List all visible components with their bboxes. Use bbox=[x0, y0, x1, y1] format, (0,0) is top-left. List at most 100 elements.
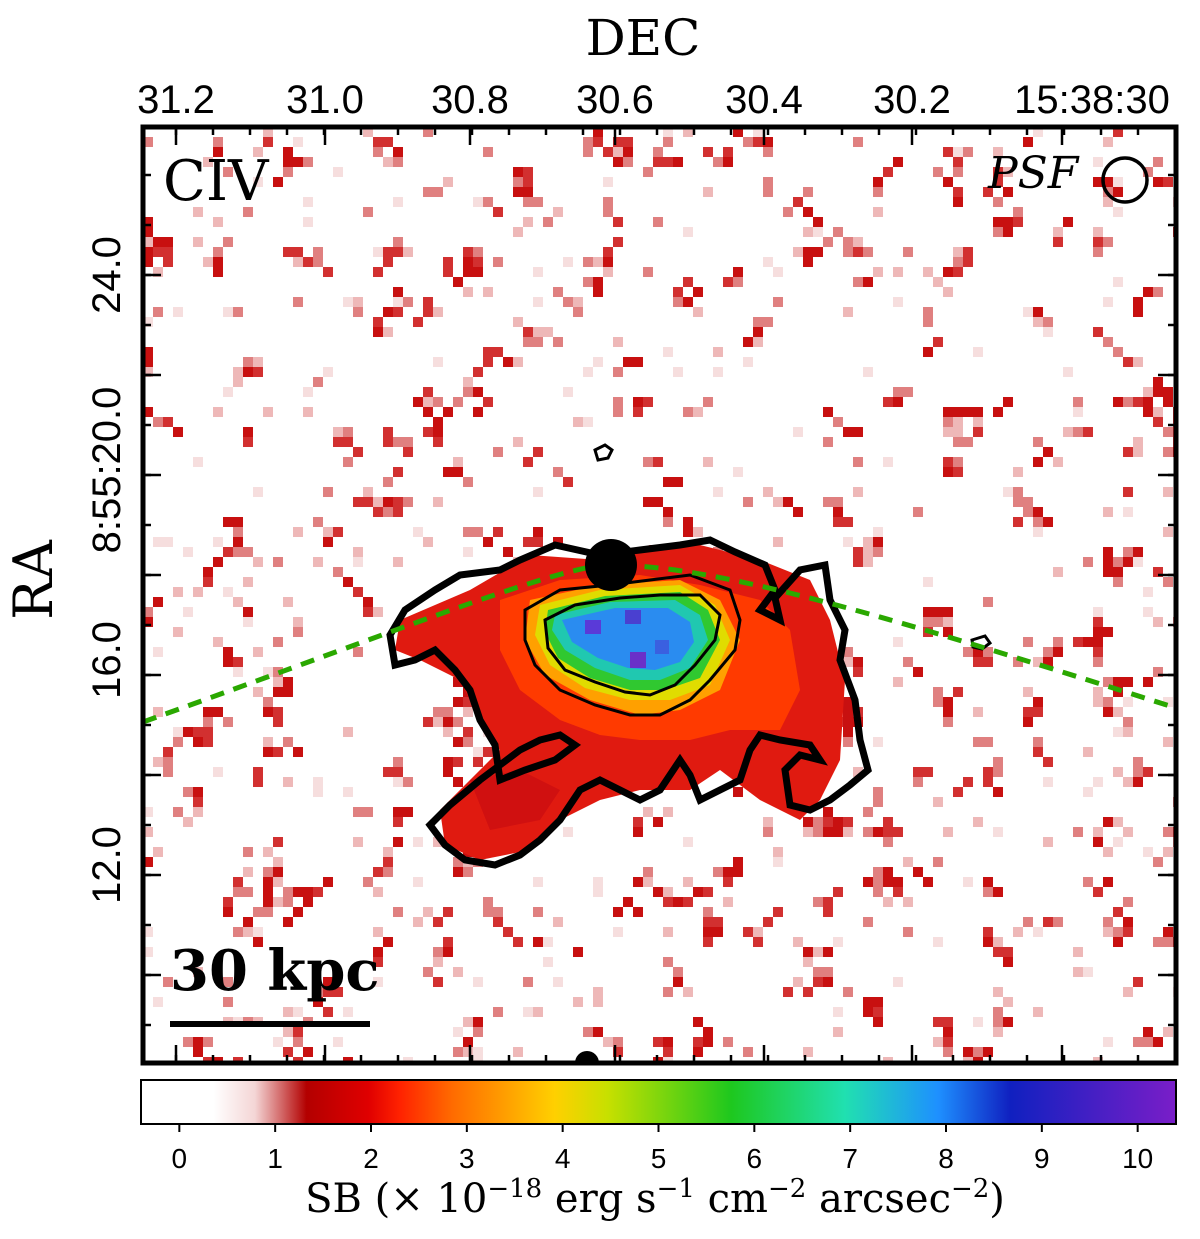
heatmap-pixel bbox=[453, 777, 463, 787]
heatmap-pixel bbox=[493, 207, 503, 217]
x-tick-label: 31.2 bbox=[137, 78, 215, 122]
heatmap-pixel bbox=[203, 727, 213, 737]
heatmap-pixel bbox=[513, 1047, 523, 1057]
heatmap-pixel bbox=[903, 927, 913, 937]
heatmap-pixel bbox=[883, 167, 893, 177]
heatmap-pixel bbox=[873, 997, 883, 1007]
heatmap-pixel bbox=[743, 1047, 753, 1057]
heatmap-pixel bbox=[413, 877, 423, 887]
edge-marker bbox=[575, 1051, 599, 1063]
heatmap-pixel bbox=[813, 227, 823, 237]
heatmap-pixel bbox=[443, 467, 453, 477]
heatmap-pixel bbox=[1113, 837, 1123, 847]
heatmap-pixel bbox=[253, 147, 263, 157]
y-tick-label: 12.0 bbox=[85, 826, 129, 904]
heatmap-pixel bbox=[483, 397, 493, 407]
heatmap-pixel bbox=[1103, 177, 1113, 187]
heatmap-pixel bbox=[953, 457, 963, 467]
heatmap-pixel bbox=[923, 577, 933, 587]
heatmap-pixel bbox=[213, 767, 223, 777]
heatmap-pixel bbox=[903, 657, 913, 667]
heatmap-pixel bbox=[393, 767, 403, 777]
heatmap-pixel bbox=[1113, 727, 1123, 737]
heatmap-pixel bbox=[493, 257, 503, 267]
heatmap-pixel bbox=[153, 597, 163, 607]
heatmap-pixel bbox=[983, 937, 993, 947]
x-tick-label: 30.4 bbox=[725, 78, 803, 122]
heatmap-pixel bbox=[1043, 317, 1053, 327]
heatmap-pixel bbox=[583, 147, 593, 157]
heatmap-pixel bbox=[1113, 557, 1123, 567]
heatmap-pixel bbox=[663, 807, 673, 817]
heatmap-pixel bbox=[213, 257, 223, 267]
heatmap-pixel bbox=[463, 1047, 473, 1057]
x-tick-label: 30.8 bbox=[431, 78, 509, 122]
heatmap-pixel bbox=[243, 847, 253, 857]
heatmap-pixel bbox=[473, 367, 483, 377]
heatmap-pixel bbox=[843, 717, 853, 727]
heatmap-pixel bbox=[473, 1027, 483, 1037]
heatmap-pixel bbox=[923, 267, 933, 277]
heatmap-pixel bbox=[223, 907, 233, 917]
heatmap-pixel bbox=[913, 867, 923, 877]
heatmap-pixel bbox=[583, 137, 593, 147]
heatmap-pixel bbox=[883, 457, 893, 467]
heatmap-pixel bbox=[713, 927, 723, 937]
heatmap-pixel bbox=[543, 937, 553, 947]
heatmap-pixel bbox=[523, 337, 533, 347]
heatmap-pixel bbox=[623, 897, 633, 907]
heatmap-pixel bbox=[353, 647, 363, 657]
heatmap-pixel bbox=[513, 167, 523, 177]
heatmap-pixel bbox=[703, 917, 713, 927]
heatmap-pixel bbox=[1023, 507, 1033, 517]
heatmap-pixel bbox=[573, 297, 583, 307]
heatmap-pixel bbox=[823, 407, 833, 417]
heatmap-pixel bbox=[643, 267, 653, 277]
heatmap-pixel bbox=[993, 947, 1003, 957]
heatmap-pixel bbox=[423, 297, 433, 307]
heatmap-pixel bbox=[453, 737, 463, 747]
heatmap-pixel bbox=[453, 1027, 463, 1037]
heatmap-pixel bbox=[853, 277, 863, 287]
heatmap-pixel bbox=[293, 1007, 303, 1017]
heatmap-pixel bbox=[593, 877, 603, 887]
heatmap-pixel bbox=[363, 207, 373, 217]
heatmap-pixel bbox=[843, 657, 853, 667]
heatmap-pixel bbox=[273, 857, 283, 867]
heatmap-pixel bbox=[583, 277, 593, 287]
heatmap-pixel bbox=[983, 647, 993, 657]
heatmap-pixel bbox=[883, 837, 893, 847]
heatmap-pixel bbox=[493, 907, 503, 917]
heatmap-pixel bbox=[453, 717, 463, 727]
heatmap-pixel bbox=[143, 247, 153, 257]
heatmap-pixel bbox=[283, 897, 293, 907]
heatmap-pixel bbox=[533, 267, 543, 277]
heatmap-pixel bbox=[393, 467, 403, 477]
heatmap-pixel bbox=[993, 787, 1003, 797]
heatmap-pixel bbox=[1163, 427, 1173, 437]
heatmap-pixel bbox=[753, 937, 763, 947]
x-tick-label: 30.2 bbox=[873, 78, 951, 122]
heatmap-pixel bbox=[253, 927, 263, 937]
heatmap-pixel bbox=[283, 247, 293, 257]
heatmap-pixel bbox=[863, 1007, 873, 1017]
heatmap-pixel bbox=[953, 157, 963, 167]
heatmap-pixel bbox=[193, 737, 203, 747]
heatmap-pixel bbox=[853, 237, 863, 247]
heatmap-pixel bbox=[1113, 767, 1123, 777]
heatmap-pixel bbox=[523, 197, 533, 207]
y-tick-label: 16.0 bbox=[85, 621, 129, 699]
heatmap-pixel bbox=[673, 967, 683, 977]
heatmap-pixel bbox=[293, 137, 303, 147]
heatmap-pixel bbox=[683, 227, 693, 237]
heatmap-pixel bbox=[343, 1007, 353, 1017]
heatmap-pixel bbox=[573, 417, 583, 427]
heatmap-pixel bbox=[1133, 777, 1143, 787]
heatmap-pixel bbox=[263, 847, 273, 857]
y-tick-label: 8:55:20.0 bbox=[85, 387, 129, 554]
heatmap-pixel bbox=[963, 877, 973, 887]
heatmap-pixel bbox=[383, 867, 393, 877]
heatmap-pixel bbox=[1133, 977, 1143, 987]
heatmap-pixel bbox=[373, 957, 383, 967]
heatmap-pixel bbox=[1153, 287, 1163, 297]
